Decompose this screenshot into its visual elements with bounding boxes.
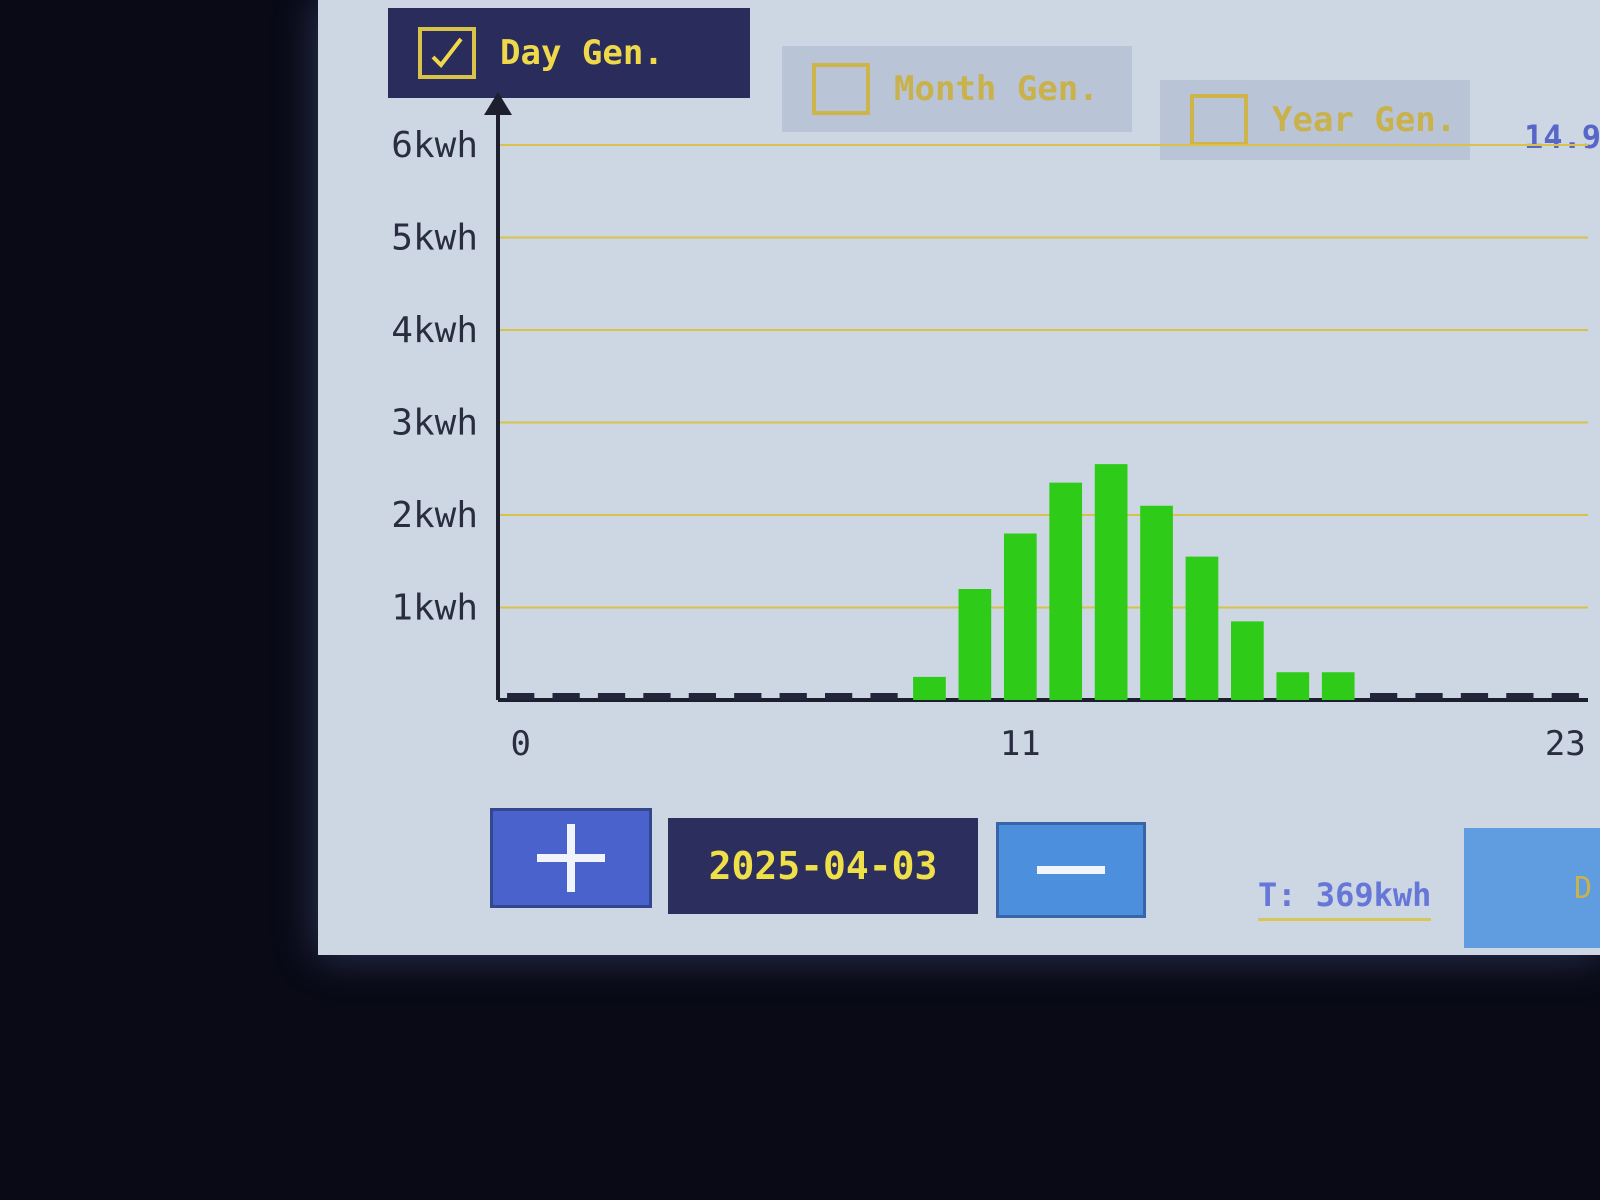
- bar-hour-zero: [1415, 693, 1443, 700]
- bar-hour: [958, 589, 992, 700]
- x-tick-label: 0: [510, 724, 530, 764]
- bar-hour: [1276, 672, 1310, 700]
- bar-hour-zero: [643, 693, 671, 700]
- bar-hour: [1185, 556, 1219, 700]
- minus-icon: [1037, 866, 1105, 874]
- bar-hour-zero: [870, 693, 898, 700]
- tab-day-label: Day Gen.: [500, 33, 664, 73]
- y-tick-label: 4kwh: [391, 310, 478, 351]
- date-display[interactable]: 2025-04-03: [668, 818, 978, 914]
- tab-day-gen[interactable]: Day Gen.: [388, 8, 750, 98]
- y-tick-label: 3kwh: [391, 403, 478, 444]
- tab-year-label: Year Gen.: [1272, 100, 1457, 140]
- tab-year-gen[interactable]: Year Gen.: [1160, 80, 1470, 160]
- bar-hour-zero: [825, 693, 853, 700]
- bar-hour: [1003, 533, 1037, 700]
- bar-hour-zero: [688, 693, 716, 700]
- plus-icon: [537, 824, 605, 892]
- x-tick-label: 23: [1545, 724, 1586, 764]
- minus-button[interactable]: —: [996, 822, 1146, 918]
- bar-hour-zero: [1460, 693, 1489, 700]
- day-generation-chart: 1kwh 2kwh 3kwh 4kwh 5kwh 6kwh 0 11 23: [391, 92, 1588, 764]
- checkbox-empty-icon: [812, 63, 870, 115]
- side-button[interactable]: D: [1464, 828, 1600, 948]
- y-tick-label: 6kwh: [391, 125, 478, 166]
- bar-hour: [1094, 464, 1128, 700]
- tab-month-gen[interactable]: Month Gen.: [782, 46, 1132, 132]
- bar-hour-zero: [597, 693, 626, 700]
- top-right-value: 14.9: [1524, 118, 1600, 156]
- bar-hour-zero: [1506, 693, 1534, 700]
- checkbox-checked-icon: [418, 27, 476, 79]
- x-tick-label: 11: [1000, 724, 1041, 764]
- bar-hour: [1049, 482, 1083, 700]
- bar-hour: [1140, 505, 1173, 700]
- total-generation: T: 369kwh: [1258, 876, 1432, 921]
- bar-hour-zero: [1370, 693, 1398, 700]
- bar-hour: [1321, 672, 1355, 700]
- side-button-label: D: [1574, 870, 1593, 906]
- bar-hour-zero: [507, 693, 535, 700]
- bar-hour-zero: [552, 693, 580, 700]
- bar-hour: [1231, 621, 1264, 700]
- bar-hour-zero: [1551, 693, 1579, 700]
- bar-hour: [913, 676, 946, 700]
- bar-hour-zero: [779, 693, 807, 700]
- y-tick-label: 2kwh: [391, 495, 478, 536]
- bar-hour-zero: [734, 693, 762, 700]
- y-axis-arrow-icon: [484, 92, 512, 115]
- tab-month-label: Month Gen.: [894, 69, 1099, 109]
- plus-button[interactable]: +: [490, 808, 652, 908]
- y-tick-label: 5kwh: [391, 218, 478, 259]
- display-screen: Day Gen. Month Gen. Year Gen. 14.9 1kwh 2…: [318, 0, 1600, 955]
- y-tick-label: 1kwh: [391, 588, 478, 629]
